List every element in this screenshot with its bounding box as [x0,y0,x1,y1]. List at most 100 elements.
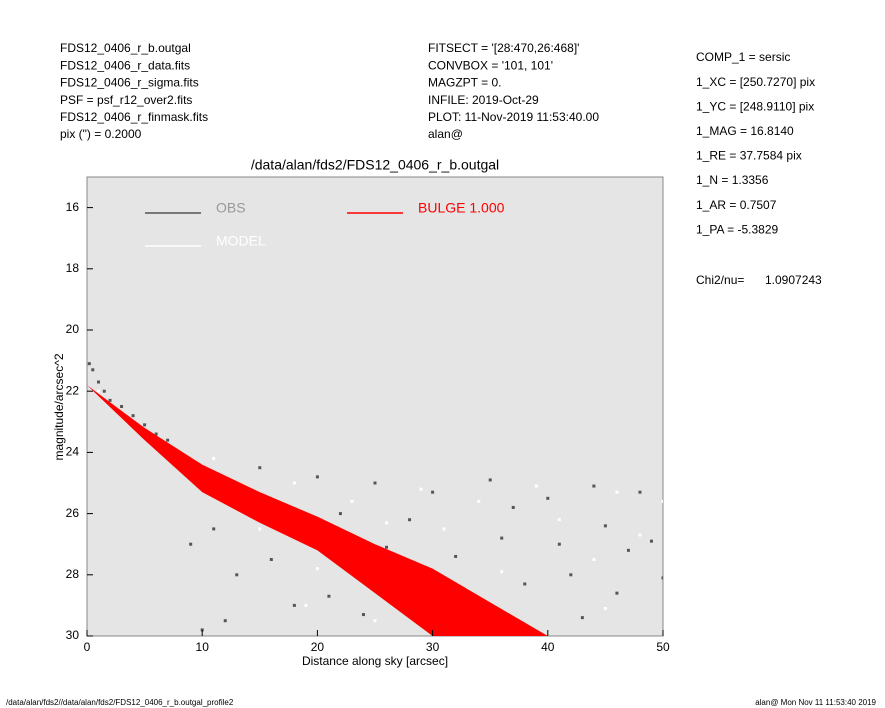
scatter-point [408,518,412,522]
bulge-band [87,385,548,636]
scatter-point [143,423,147,427]
scatter-point [212,527,216,531]
scatter-point [500,570,504,574]
x-tick-label: 20 [311,640,325,654]
scatter-point [315,567,319,571]
y-tick-label: 20 [66,322,80,336]
scatter-point [477,499,481,503]
header-right-line: 1_RE = 37.7584 pix [696,149,802,163]
scatter-point [373,481,377,485]
scatter-point [258,527,262,531]
scatter-point [419,487,423,491]
x-axis-label: Distance along sky [arcsec] [302,654,448,668]
y-tick-label: 28 [66,567,80,581]
scatter-point [592,484,596,488]
header-right-line: 1_XC = [250.7270] pix [696,75,815,89]
header-middle-line: INFILE: 2019-Oct-29 [428,93,539,107]
scatter-point [223,619,227,623]
scatter-point [488,478,492,482]
scatter-point [431,490,435,494]
scatter-point [87,362,91,366]
header-right-line: 1_MAG = 16.8140 [696,124,794,138]
scatter-point [523,582,527,586]
footer-left: /data/alan/fds2//data/alan/fds2/FDS12_04… [6,698,234,707]
x-tick-label: 40 [541,640,555,654]
legend-label: BULGE 1.000 [418,200,505,216]
chi-value: 1.0907243 [765,273,822,287]
header-middle-line: PLOT: 11-Nov-2019 11:53:40.00 [428,110,599,124]
scatter-point [131,414,135,418]
scatter-point [626,548,630,552]
x-tick-label: 50 [656,640,670,654]
header-right-line: 1_AR = 0.7507 [696,198,777,212]
scatter-point [373,619,377,623]
scatter-point [454,554,458,558]
scatter-point [385,545,389,549]
x-tick-label: 10 [196,640,210,654]
header-left-line: FDS12_0406_r_finmask.fits [60,110,208,124]
header-left-line: FDS12_0406_r_data.fits [60,58,190,72]
scatter-point [269,558,273,561]
scatter-point [638,533,642,537]
scatter-point [557,542,561,546]
header-right-line: COMP_1 = sersic [696,50,790,64]
y-tick-label: 26 [66,506,80,520]
scatter-point [120,405,124,408]
scatter-point [102,389,106,393]
header-left-line: PSF = psf_r12_over2.fits [60,93,192,107]
chart-title: /data/alan/fds2/FDS12_0406_r_b.outgal [251,157,499,173]
scatter-point [649,539,653,543]
y-tick-label: 24 [66,445,80,459]
x-tick-label: 30 [426,640,440,654]
scatter-point [235,573,239,577]
y-axis-label: magnitude/arcsec^2 [52,353,66,460]
header-middle-line: CONVBOX = '101, 101' [428,58,553,72]
y-tick-label: 22 [66,383,80,397]
scatter-point [546,496,550,500]
scatter-point [154,432,158,436]
scatter-point [91,368,95,372]
scatter-point [385,521,389,525]
scatter-point [166,438,170,442]
scatter-point [592,558,596,561]
scatter-point [500,536,504,540]
footer-right: alan@ Mon Nov 11 11:53:40 2019 [755,698,876,707]
y-tick-label: 30 [66,628,80,642]
y-tick-label: 16 [66,200,80,214]
scatter-point [569,573,573,577]
scatter-point [338,512,342,516]
scatter-point [212,457,216,461]
scatter-point [304,603,308,607]
header-middle-line: alan@ [428,127,463,141]
scatter-point [189,542,193,546]
scatter-point [97,380,101,384]
scatter-point [258,466,262,470]
legend-label: OBS [216,200,246,216]
scatter-point [603,524,607,528]
header-left-line: pix (") = 0.2000 [60,127,142,141]
scatter-point [557,518,561,522]
plot-marks [87,362,663,636]
scatter-point [292,481,296,485]
scatter-point [580,616,584,620]
scatter-point [661,499,663,503]
scatter-point [615,490,619,494]
chi-label: Chi2/nu= [696,273,744,287]
scatter-point [511,505,515,509]
scatter-point [350,499,354,503]
header-middle-line: MAGZPT = 0. [428,76,501,90]
x-tick-label: 0 [84,640,91,654]
scatter-point [327,594,331,598]
y-tick-label: 18 [66,261,80,275]
scatter-point [603,606,607,610]
header-right-line: 1_PA = -5.3829 [696,222,779,236]
legend-label: MODEL [216,233,266,249]
header-left-line: FDS12_0406_r_b.outgal [60,41,191,55]
header-left-line: FDS12_0406_r_sigma.fits [60,76,199,90]
scatter-point [200,628,204,632]
scatter-point [638,490,642,494]
scatter-point [661,576,663,580]
scatter-point [361,613,365,617]
scatter-point [292,603,296,607]
